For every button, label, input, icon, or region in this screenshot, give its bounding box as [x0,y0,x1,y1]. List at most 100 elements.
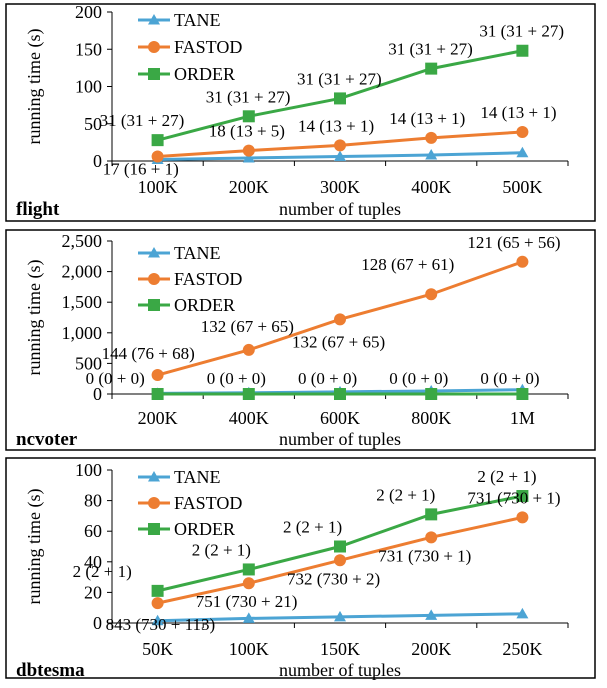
data-label-order: 2 (2 + 1) [477,467,536,486]
data-label-fastod: 751 (730 + 21) [196,592,298,611]
x-tick-label: 100K [138,177,178,197]
data-label-fastod: 17 (16 + 1) [103,160,179,179]
dataset-label: dbtesma [16,660,85,681]
data-point-fastod [334,554,346,567]
data-label-order: 31 (31 + 27) [479,22,564,41]
y-tick-label: 100 [75,460,102,480]
legend-label: TANE [174,243,221,263]
data-point-order [151,134,164,147]
x-tick-label: 400K [229,408,269,428]
y-tick-label: 50 [84,114,102,134]
dataset-label: ncvoter [16,429,78,450]
y-axis-label: running time (s) [24,489,45,605]
data-label-fastod: 121 (65 + 56) [467,233,560,252]
data-label-order: 0 (0 + 0) [207,369,266,388]
data-label-fastod: 731 (730 + 1) [467,488,560,507]
data-point-tane [516,146,529,158]
legend-label: FASTOD [174,37,242,57]
data-point-fastod [151,597,164,610]
y-tick-label: 80 [84,491,102,511]
legend-marker-fastod [148,41,160,53]
data-label-fastod: 18 (13 + 5) [209,122,285,141]
data-point-fastod [516,511,529,524]
data-point-order [334,388,346,400]
data-point-order [516,490,529,503]
dataset-label: flight [16,199,60,220]
y-tick-label: 200 [75,2,102,22]
data-label-fastod: 132 (67 + 65) [292,332,385,351]
data-point-fastod [516,125,529,138]
data-point-order [242,563,255,576]
x-tick-label: 250K [502,639,542,659]
y-tick-label: 20 [84,582,102,602]
data-label-fastod: 14 (13 + 1) [389,109,465,128]
data-point-fastod [425,131,438,144]
x-tick-label: 200K [229,177,269,197]
data-point-order [242,110,255,123]
panel-frame [5,457,596,679]
data-point-order [516,44,529,57]
data-label-order: 0 (0 + 0) [298,369,357,388]
data-label-fastod: 132 (67 + 65) [201,317,294,336]
data-label-fastod: 128 (67 + 61) [361,255,454,274]
data-point-fastod [151,150,164,163]
data-point-order [151,388,164,400]
data-label-order: 31 (31 + 27) [297,69,382,88]
legend-marker-tane [148,471,160,482]
legend-marker-order [148,523,160,535]
legend-label: TANE [174,10,221,30]
data-point-tane [425,609,438,620]
data-label-order: 0 (0 + 0) [480,369,539,388]
data-point-order [334,540,346,553]
data-point-fastod [516,255,529,268]
data-label-fastod: 14 (13 + 1) [298,116,374,135]
x-axis-label: number of tuples [279,199,401,219]
data-point-tane [334,610,346,622]
x-axis-label: number of tuples [279,660,401,680]
panel-frame [5,229,596,451]
data-point-fastod [425,288,438,301]
y-tick-label: 2,000 [62,262,103,282]
y-tick-label: 40 [84,552,102,572]
y-tick-label: 0 [93,613,102,633]
legend-marker-tane [148,247,160,258]
data-point-order [516,388,529,400]
data-label-order: 2 (2 + 1) [283,518,342,537]
data-point-order [242,388,255,400]
x-tick-label: 400K [411,177,451,197]
data-label-order: 2 (2 + 1) [192,540,251,559]
x-tick-label: 300K [320,177,360,197]
data-point-fastod [151,369,164,382]
data-point-order [425,62,438,75]
y-tick-label: 2,500 [62,231,103,251]
data-point-tane [242,612,255,623]
legend-marker-fastod [148,497,160,509]
x-tick-label: 800K [411,408,451,428]
data-label-order: 0 (0 + 0) [86,369,145,388]
data-point-tane [425,149,438,160]
y-axis-label: running time (s) [24,29,45,145]
data-point-order [151,584,164,597]
data-point-tane [334,150,346,162]
data-label-order: 31 (31 + 27) [388,40,473,59]
data-label-fastod: 14 (13 + 1) [480,103,556,122]
x-tick-label: 100K [229,639,269,659]
data-point-fastod [242,144,255,157]
legend-label: FASTOD [174,493,242,513]
y-tick-label: 500 [75,353,102,373]
x-tick-label: 200K [138,408,178,428]
y-tick-label: 1,000 [62,323,103,343]
x-tick-label: 500K [502,177,542,197]
data-point-fastod [242,577,255,590]
y-tick-label: 100 [75,77,102,97]
x-tick-label: 1M [510,408,535,428]
data-point-fastod [334,313,346,326]
x-tick-label: 600K [320,408,360,428]
data-label-order: 0 (0 + 0) [389,369,448,388]
legend-label: ORDER [174,519,235,539]
x-axis-label: number of tuples [279,429,401,449]
data-label-fastod: 732 (730 + 2) [287,569,380,588]
y-tick-label: 0 [93,384,102,404]
legend-marker-order [148,299,160,311]
data-point-tane [242,152,255,163]
